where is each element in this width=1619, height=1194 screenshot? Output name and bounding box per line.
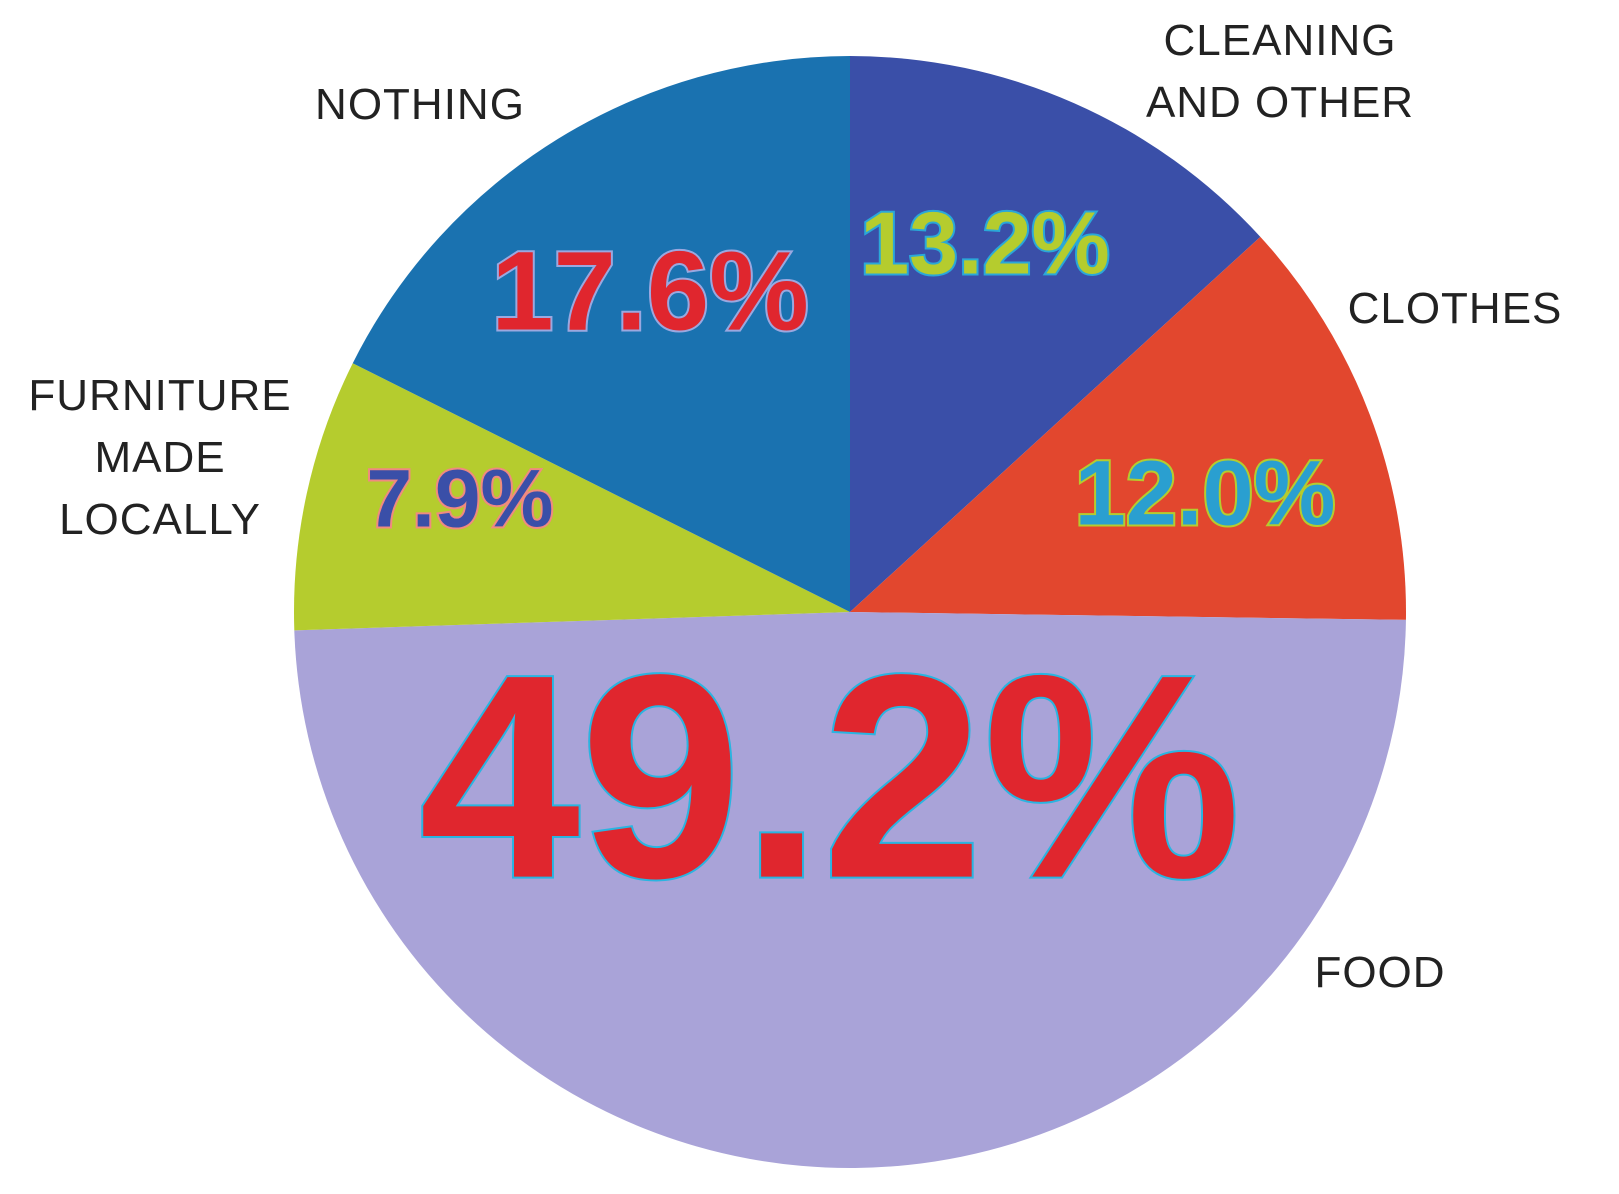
category-label: CLOTHES [1347, 284, 1563, 333]
pie-slice [850, 236, 1406, 620]
category-label: FURNITURE MADE LOCALLY [28, 371, 292, 544]
category-label: NOTHING [315, 80, 525, 129]
value-label: 13.2% [860, 193, 1110, 292]
category-label: CLEANING AND OTHER [1145, 16, 1415, 127]
value-label: 49.2% [419, 615, 1241, 939]
pie-slice [294, 363, 850, 631]
value-label: 12.0% [1075, 442, 1336, 544]
category-label: FOOD [1314, 948, 1446, 997]
pie-slice [294, 612, 1406, 1169]
pie-slice [352, 56, 850, 612]
value-label: 7.9% [367, 454, 554, 545]
pie-slice [850, 56, 1261, 612]
value-label: 17.6% [491, 229, 809, 354]
